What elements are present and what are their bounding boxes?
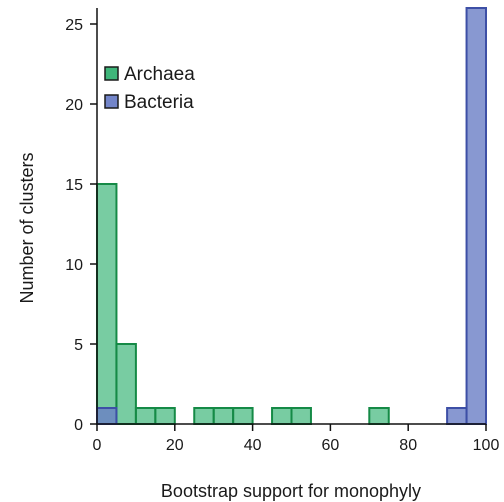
y-tick-label: 20 [65,97,83,114]
bar-archaea-bin-10 [136,408,155,424]
x-tick-label: 80 [399,437,417,454]
bar-archaea-bin-30 [214,408,233,424]
bar-archaea-bin-25 [194,408,213,424]
bar-bacteria-bin-90 [447,408,466,424]
y-tick-label: 5 [74,337,83,354]
x-tick-label: 100 [473,437,500,454]
y-tick-label: 0 [74,417,83,434]
x-tick-label: 60 [322,437,340,454]
x-tick-label: 20 [166,437,184,454]
bar-archaea-bin-70 [369,408,388,424]
y-tick-label: 15 [65,177,83,194]
legend-label-archaea: Archaea [124,64,195,85]
bar-bacteria-bin-0 [97,408,116,424]
x-axis-title: Bootstrap support for monophyly [161,481,421,501]
y-axis-title: Number of clusters [17,152,37,303]
bar-archaea-bin-15 [155,408,174,424]
x-tick-label: 0 [93,437,102,454]
legend-swatch-archaea [105,67,118,80]
bar-archaea-bin-0 [97,184,116,424]
y-tick-label: 10 [65,257,83,274]
bar-archaea-bin-45 [272,408,291,424]
bar-archaea-bin-5 [116,344,135,424]
legend-label-bacteria: Bacteria [124,92,194,113]
y-tick-label: 25 [65,17,83,34]
bar-archaea-bin-50 [292,408,311,424]
bar-bacteria-bin-95 [467,8,486,424]
legend: Archaea Bacteria [105,64,195,113]
x-tick-label: 40 [244,437,262,454]
bar-archaea-bin-35 [233,408,252,424]
legend-swatch-bacteria [105,95,118,108]
